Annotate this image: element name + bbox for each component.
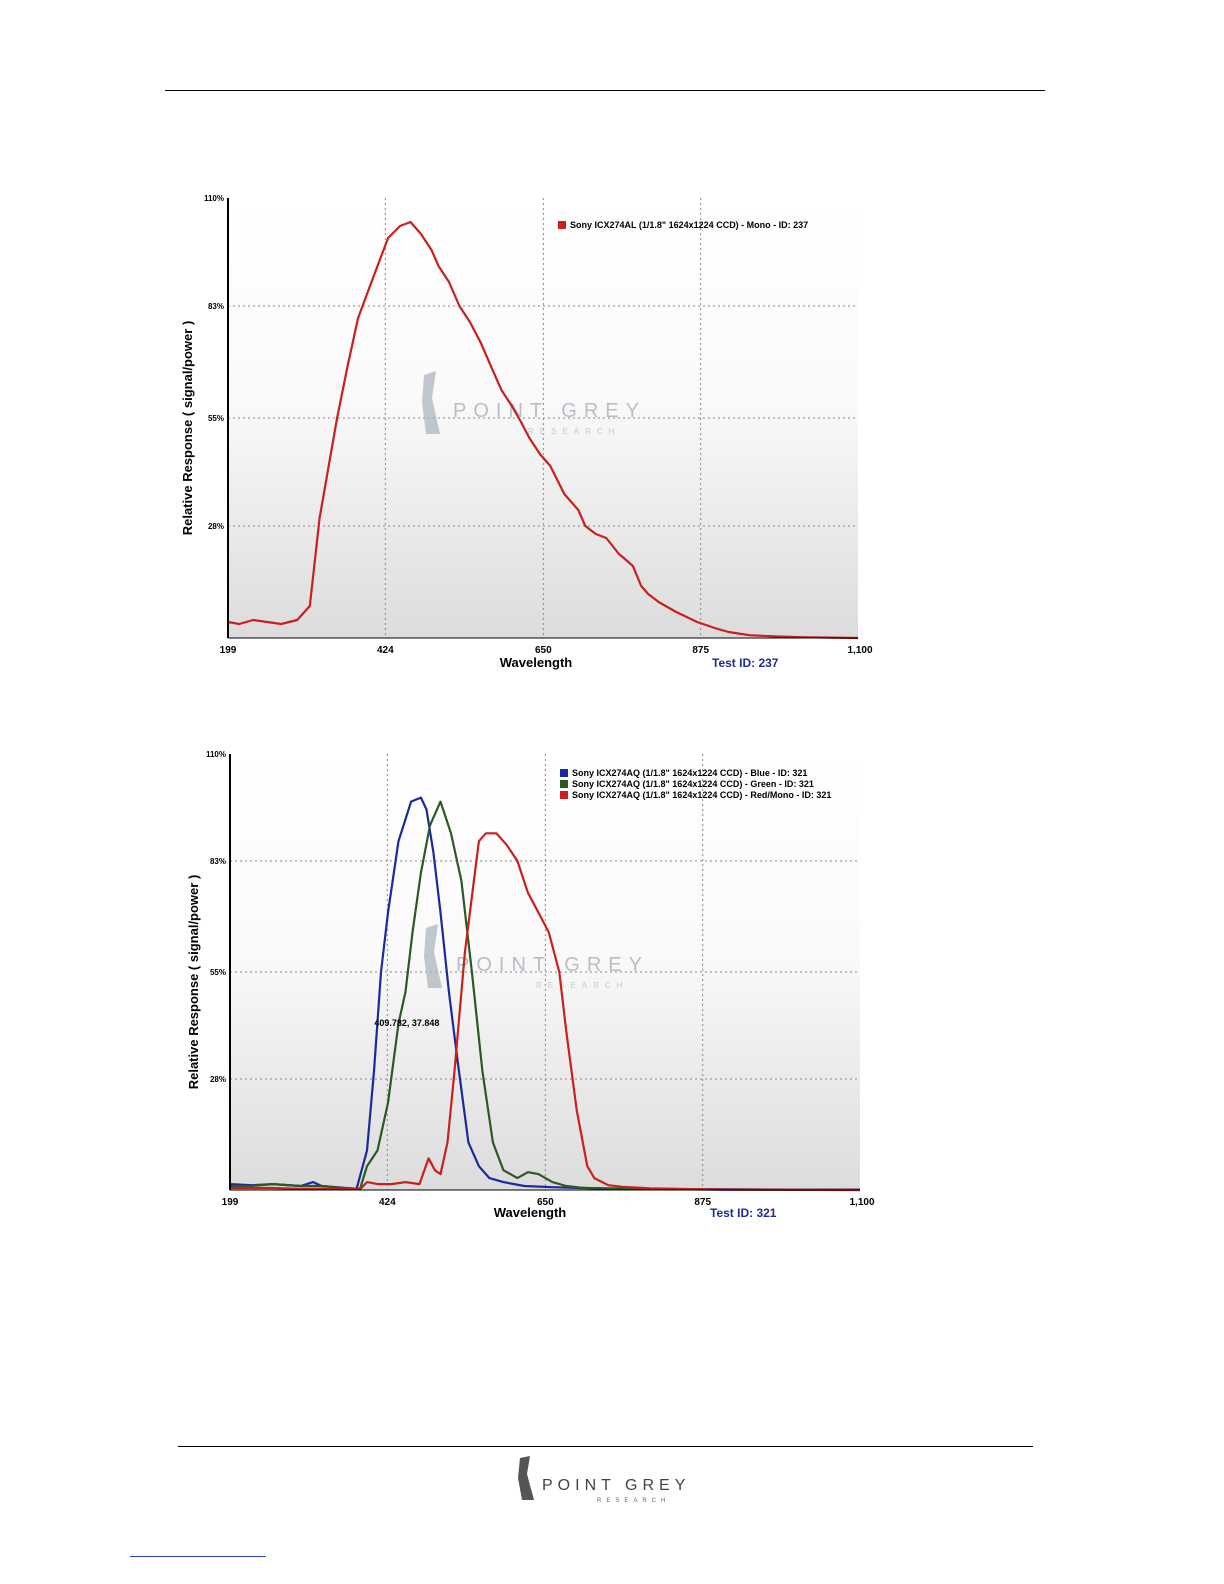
x-axis-title: Wavelength <box>500 655 573 670</box>
watermark-logo-mark <box>422 371 440 434</box>
y-tick-label: 110% <box>204 194 224 203</box>
x-tick-label: 650 <box>537 1197 554 1208</box>
watermark-logo-mark <box>424 924 442 988</box>
x-tick-labels: 199 424 650 875 1,100 <box>220 645 873 656</box>
chart-color-spectral-response: POINT GREY RESEARCH 110% 83% 55% 28% 199 424… <box>186 750 875 1220</box>
y-tick-label: 110% <box>206 750 226 759</box>
x-tick-labels: 199 424 650 875 1,100 <box>222 1197 875 1208</box>
legend-label: Sony ICX274AQ (1/1.8" 1624x1224 CCD) - R… <box>572 790 831 800</box>
x-axis-title: Wavelength <box>494 1205 567 1220</box>
legend-swatch <box>560 780 568 788</box>
y-tick-label: 28% <box>210 1075 226 1084</box>
logo-mark-icon <box>518 1456 534 1500</box>
test-id-label: Test ID: 237 <box>712 656 779 670</box>
legend-label: Sony ICX274AQ (1/1.8" 1624x1224 CCD) - G… <box>572 779 814 789</box>
y-tick-labels: 110% 83% 55% 28% <box>204 194 224 531</box>
x-tick-label: 199 <box>222 1197 239 1208</box>
watermark-main: POINT GREY <box>453 400 646 422</box>
legend-label: Sony ICX274AQ (1/1.8" 1624x1224 CCD) - B… <box>572 768 807 778</box>
footer-logo-main: POINT GREY <box>542 1477 688 1494</box>
x-tick-label: 1,100 <box>849 1197 874 1208</box>
footer-logo: POINT GREY RESEARCH <box>518 1456 688 1504</box>
series-layer <box>229 796 861 1192</box>
watermark-main: POINT GREY <box>456 954 649 976</box>
x-tick-label: 650 <box>535 645 552 656</box>
watermark-sub: RESEARCH <box>536 981 628 990</box>
y-tick-label: 83% <box>210 857 226 866</box>
series-layer <box>227 220 859 640</box>
test-id-label: Test ID: 321 <box>710 1206 777 1220</box>
footer-rule <box>178 1446 1033 1447</box>
watermark-sub: RESEARCH <box>528 427 620 436</box>
footer-logo-sub: RESEARCH <box>597 1498 670 1504</box>
grid-lines <box>230 754 860 1190</box>
y-tick-label: 83% <box>208 302 224 311</box>
y-tick-label: 28% <box>208 522 224 531</box>
x-tick-label: 424 <box>379 1197 396 1208</box>
y-tick-labels: 110% 83% 55% 28% <box>206 750 226 1084</box>
data-point-annotation: 409.782, 37.848 <box>374 1018 439 1028</box>
x-tick-label: 1,100 <box>847 645 872 656</box>
series-line <box>230 832 861 1192</box>
annotation-label: 409.782, 37.848 <box>374 1018 439 1028</box>
legend-swatch <box>560 769 568 777</box>
legend: Sony ICX274AL (1/1.8" 1624x1224 CCD) - M… <box>558 220 808 230</box>
legend: Sony ICX274AQ (1/1.8" 1624x1224 CCD) - B… <box>560 768 831 800</box>
header-rule <box>165 90 1045 91</box>
series-line <box>227 220 859 640</box>
point-grey-watermark: POINT GREY RESEARCH <box>422 371 646 436</box>
y-axis-title: Relative Response ( signal/power ) <box>186 875 201 1090</box>
point-grey-watermark: POINT GREY RESEARCH <box>424 924 649 990</box>
x-tick-label: 199 <box>220 645 237 656</box>
y-axis-title: Relative Response ( signal/power ) <box>180 321 195 536</box>
y-tick-label: 55% <box>210 968 226 977</box>
x-tick-label: 424 <box>377 645 394 656</box>
chart-mono-spectral-response: POINT GREY RESEARCH 110% 83% 55% 28% 199 424… <box>180 194 873 670</box>
y-tick-label: 55% <box>208 414 224 423</box>
legend-swatch <box>558 221 566 229</box>
legend-label: Sony ICX274AL (1/1.8" 1624x1224 CCD) - M… <box>570 220 808 230</box>
footer-link-underline[interactable] <box>130 1556 266 1557</box>
grid-lines <box>228 198 858 638</box>
x-tick-label: 875 <box>692 645 709 656</box>
legend-swatch <box>560 791 568 799</box>
x-tick-label: 875 <box>694 1197 711 1208</box>
